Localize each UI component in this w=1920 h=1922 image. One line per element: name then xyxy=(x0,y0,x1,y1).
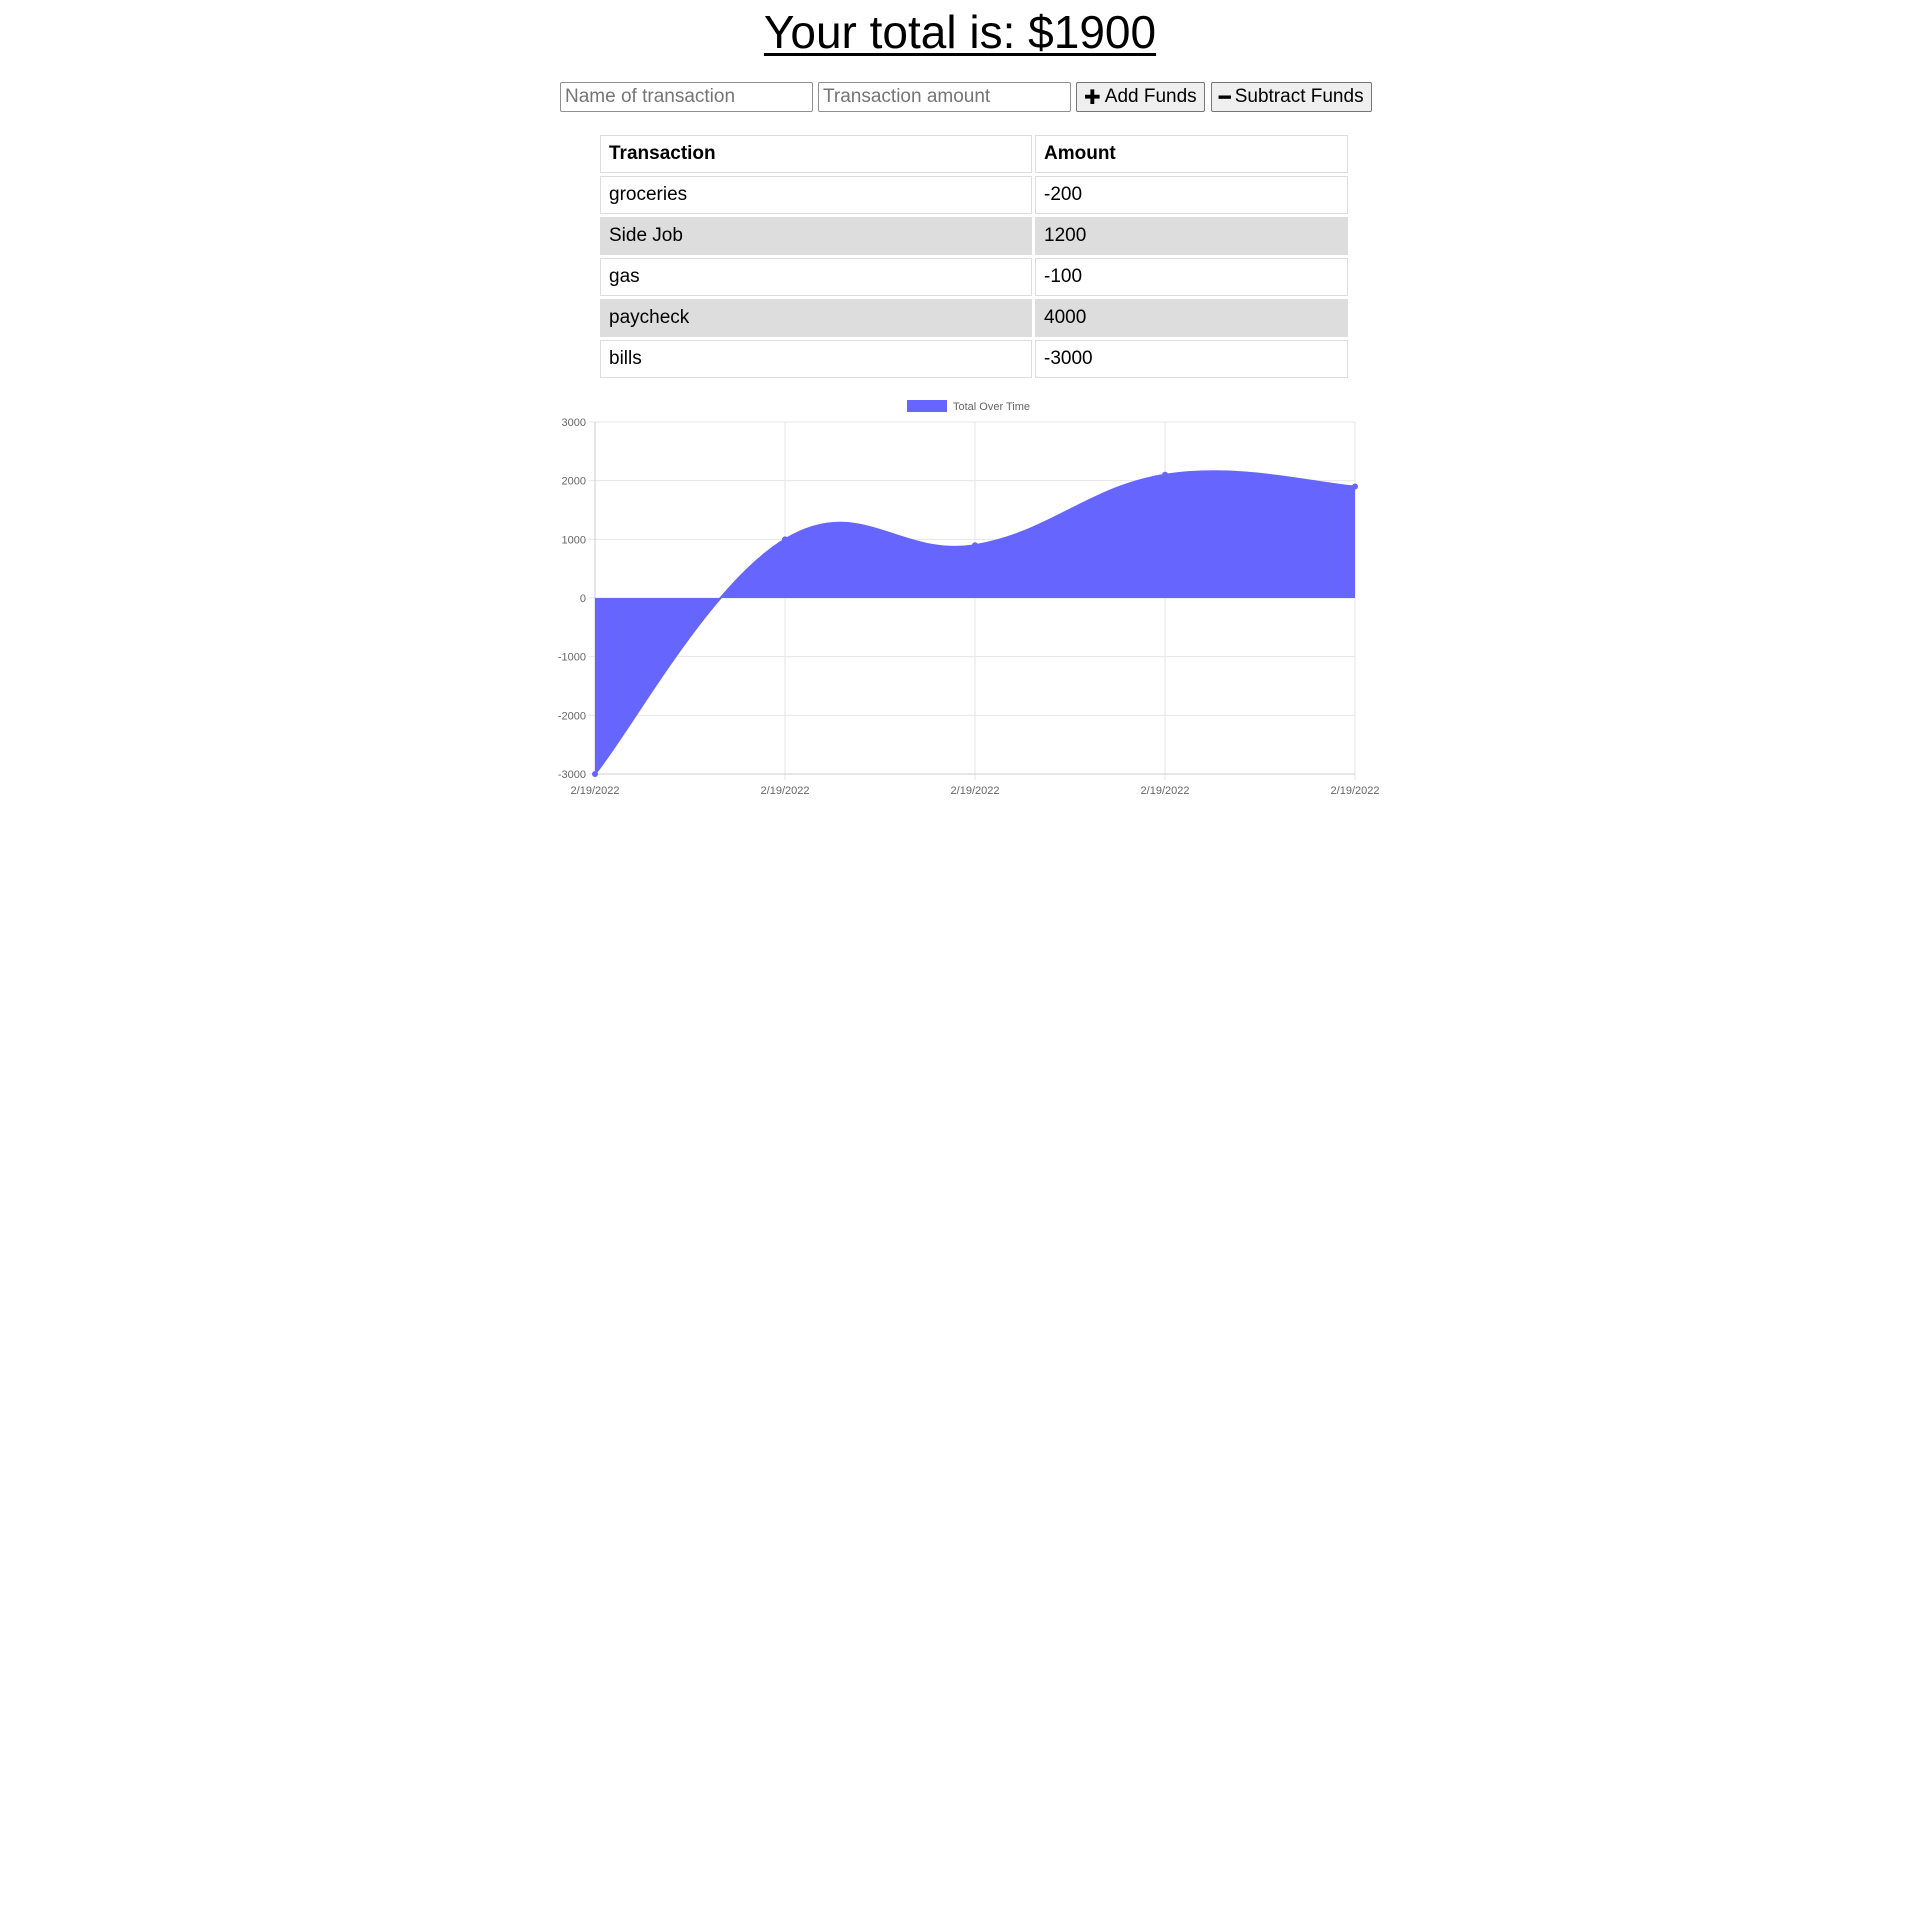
x-tick-label: 2/19/2022 xyxy=(1141,785,1190,797)
total-over-time-chart: 3000 2000 1000 0 -1000 -2000 -3000 2/19/2022 2/1… xyxy=(550,392,1390,802)
transaction-name-cell: paycheck xyxy=(600,299,1032,337)
transaction-name-cell: Side Job xyxy=(600,217,1032,255)
data-point xyxy=(972,542,978,549)
y-tick-label: 3000 xyxy=(562,417,586,429)
series-line xyxy=(594,470,1356,775)
data-point xyxy=(1352,483,1358,490)
data-point xyxy=(1162,471,1168,478)
plus-icon: ✚ xyxy=(1084,85,1101,109)
transaction-amount-cell: -3000 xyxy=(1035,340,1348,378)
subtract-funds-button[interactable]: ━ Subtract Funds xyxy=(1210,82,1372,112)
chart-svg: 3000 2000 1000 0 -1000 -2000 -3000 2/19/2022 2/1… xyxy=(558,400,1380,797)
y-tick-label: 1000 xyxy=(562,534,586,546)
transaction-form: ✚ Add Funds ━ Subtract Funds xyxy=(560,82,1378,112)
table-row: paycheck 4000 xyxy=(600,299,1348,337)
x-tick-label: 2/19/2022 xyxy=(571,785,620,797)
transaction-name-cell: groceries xyxy=(600,176,1032,214)
subtract-funds-label: Subtract Funds xyxy=(1234,86,1364,107)
total-text: Your total is: $1900 xyxy=(763,6,1157,58)
data-point xyxy=(592,771,598,777)
table-row: bills -3000 xyxy=(600,340,1348,378)
x-tick-label: 2/19/2022 xyxy=(1331,785,1380,797)
transaction-name-cell: bills xyxy=(600,340,1032,378)
series-area xyxy=(595,471,1355,774)
transaction-name-input[interactable] xyxy=(560,82,813,112)
transaction-amount-cell: -100 xyxy=(1035,258,1348,296)
legend-swatch xyxy=(907,400,947,412)
x-tick-label: 2/19/2022 xyxy=(951,785,1000,797)
minus-icon: ━ xyxy=(1218,85,1231,109)
transactions-table: Transaction Amount groceries -200 Side J… xyxy=(597,132,1351,381)
transaction-amount-cell: -200 xyxy=(1035,176,1348,214)
legend-label: Total Over Time xyxy=(953,401,1030,413)
table-row: gas -100 xyxy=(600,258,1348,296)
y-tick-label: 2000 xyxy=(562,476,586,488)
data-point xyxy=(782,536,788,543)
table-row: groceries -200 xyxy=(600,176,1348,214)
x-tick-label: 2/19/2022 xyxy=(761,785,810,797)
y-tick-label: -3000 xyxy=(558,769,586,781)
transaction-amount-cell: 1200 xyxy=(1035,217,1348,255)
header-amount: Amount xyxy=(1035,135,1348,173)
add-funds-label: Add Funds xyxy=(1104,86,1197,107)
table-header-row: Transaction Amount xyxy=(600,135,1348,173)
y-tick-label: 0 xyxy=(580,593,586,605)
y-tick-label: -1000 xyxy=(558,652,586,664)
transaction-amount-cell: 4000 xyxy=(1035,299,1348,337)
table-row: Side Job 1200 xyxy=(600,217,1348,255)
y-tick-label: -2000 xyxy=(558,710,586,722)
transaction-name-cell: gas xyxy=(600,258,1032,296)
total-heading: Your total is: $1900 xyxy=(0,6,1920,58)
transaction-amount-input[interactable] xyxy=(818,82,1071,112)
add-funds-button[interactable]: ✚ Add Funds xyxy=(1076,82,1205,112)
header-transaction: Transaction xyxy=(600,135,1032,173)
